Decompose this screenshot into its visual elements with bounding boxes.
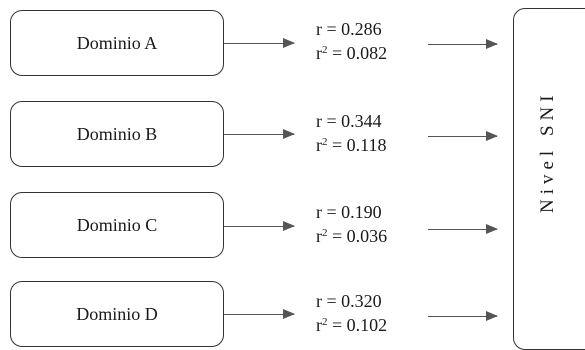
domain-label: Dominio C [76, 214, 158, 235]
domain-label: Dominio B [76, 123, 158, 144]
arrow-stats-b-to-target [428, 131, 498, 141]
domain-box-a: Dominio A [10, 10, 224, 76]
domain-box-b: Dominio B [10, 101, 224, 167]
target-box-nivel-sni [513, 8, 585, 350]
domain-label: Dominio A [76, 32, 158, 53]
r-value: r = 0.286 [316, 19, 382, 39]
r-squared-value: r2 = 0.102 [316, 315, 388, 335]
r-squared-value: r2 = 0.036 [316, 226, 388, 246]
arrow-domain-a-to-stats [224, 38, 295, 48]
arrow-stats-c-to-target [428, 224, 498, 234]
stats-domain-d: r = 0.320 r2 = 0.102 [316, 289, 387, 337]
domain-box-c: Dominio C [10, 192, 224, 258]
r-squared-value: r2 = 0.082 [316, 43, 388, 63]
stats-domain-b: r = 0.344 r2 = 0.118 [316, 109, 386, 157]
r-value: r = 0.190 [316, 202, 382, 222]
domain-box-d: Dominio D [10, 281, 224, 347]
stats-domain-c: r = 0.190 r2 = 0.036 [316, 200, 387, 248]
r-squared-value: r2 = 0.118 [316, 135, 387, 155]
arrow-domain-d-to-stats [224, 309, 295, 319]
r-value: r = 0.344 [316, 111, 382, 131]
arrow-domain-c-to-stats [224, 221, 295, 231]
arrow-stats-d-to-target [428, 311, 498, 321]
arrow-stats-a-to-target [428, 39, 498, 49]
domain-label: Dominio D [76, 303, 158, 324]
arrow-domain-b-to-stats [224, 129, 295, 139]
r-value: r = 0.320 [316, 291, 382, 311]
target-label: Nivel SNI [537, 90, 558, 213]
stats-domain-a: r = 0.286 r2 = 0.082 [316, 17, 387, 65]
